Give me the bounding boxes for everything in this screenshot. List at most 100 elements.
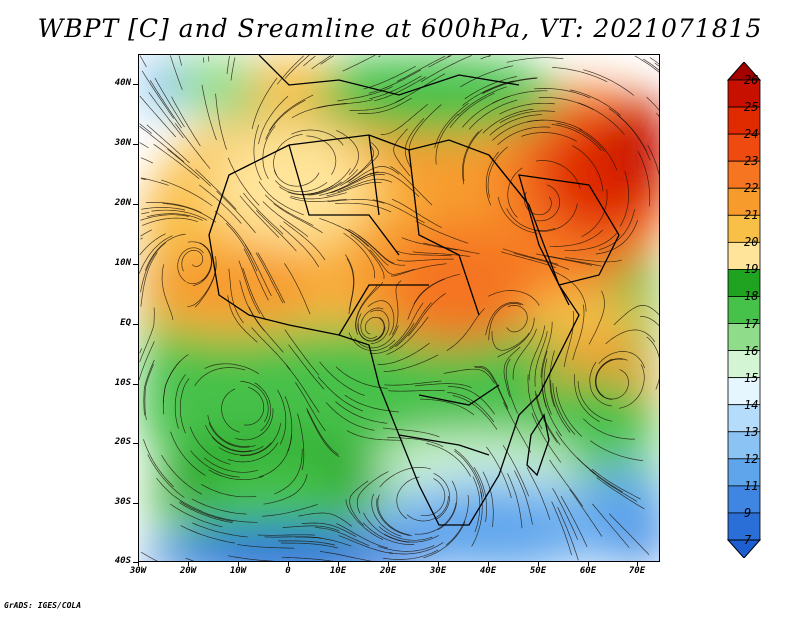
streamline	[140, 252, 158, 307]
streamline	[492, 119, 545, 141]
lon-label: 30W	[129, 566, 147, 576]
streamline	[345, 254, 355, 310]
streamline	[551, 270, 587, 312]
streamline	[646, 336, 659, 390]
streamline	[306, 410, 340, 457]
streamline	[280, 542, 338, 549]
streamline	[139, 142, 149, 149]
lat-tick	[133, 562, 138, 563]
lat-label: 30S	[114, 497, 131, 507]
streamline	[227, 295, 258, 343]
streamline	[273, 169, 320, 187]
streamline	[512, 328, 537, 380]
streamline	[227, 442, 279, 463]
streamline	[348, 332, 396, 351]
streamline	[149, 80, 182, 129]
streamline	[423, 521, 466, 559]
streamline	[482, 77, 538, 94]
lon-tick	[188, 562, 189, 566]
streamline	[169, 55, 183, 90]
streamline	[551, 124, 602, 151]
streamline	[552, 488, 578, 540]
streamline	[591, 468, 641, 500]
streamline	[452, 395, 498, 430]
streamline	[228, 268, 244, 324]
streamline	[265, 99, 306, 140]
colorbar-label: 25	[744, 100, 759, 115]
streamline	[146, 213, 203, 221]
streamline	[141, 212, 150, 215]
streamline	[574, 374, 600, 423]
streamline	[140, 214, 190, 221]
lon-tick	[538, 562, 539, 566]
streamline	[140, 229, 153, 237]
streamline	[290, 192, 347, 200]
streamline	[412, 251, 470, 257]
streamline	[244, 386, 265, 426]
streamline	[642, 58, 659, 71]
streamline	[605, 329, 656, 345]
streamline	[179, 501, 234, 522]
colorbar-label: 7	[744, 533, 752, 547]
lon-tick	[488, 562, 489, 566]
lon-label: 10E	[329, 566, 347, 576]
streamline	[143, 359, 155, 416]
streamline	[315, 527, 370, 546]
streamline	[141, 217, 198, 226]
streamline	[415, 220, 469, 244]
lon-label: 50E	[529, 566, 547, 576]
streamline	[378, 545, 435, 552]
streamline	[370, 309, 390, 344]
streamline	[377, 342, 430, 365]
streamline	[365, 316, 385, 341]
colorbar-label: 17	[744, 316, 759, 331]
streamline	[278, 540, 336, 546]
colorbar-segment	[727, 404, 761, 433]
streamline	[189, 426, 231, 465]
colorbar-segment	[727, 241, 761, 270]
streamline	[534, 203, 578, 232]
lon-tick	[288, 562, 289, 566]
streamline	[258, 181, 304, 216]
streamline	[256, 210, 297, 252]
streamline	[273, 134, 303, 176]
streamline	[443, 368, 495, 384]
wbpt-fill-region	[609, 95, 659, 195]
streamline	[420, 55, 472, 83]
coastline	[526, 413, 550, 477]
streamline	[308, 168, 359, 196]
streamline	[564, 232, 618, 252]
streamline	[588, 290, 605, 345]
streamline	[254, 382, 272, 432]
streamline	[235, 408, 274, 441]
streamline	[295, 382, 326, 432]
streamline	[195, 169, 237, 210]
streamline	[372, 199, 425, 224]
streamline	[446, 308, 485, 351]
lon-label: 40E	[479, 566, 497, 576]
coastline	[398, 434, 490, 456]
streamline	[335, 366, 388, 389]
colorbar-label: 11	[744, 478, 759, 493]
streamline	[502, 445, 529, 497]
streamline	[376, 498, 412, 537]
streamline	[462, 128, 483, 182]
streamline	[320, 55, 334, 65]
streamline	[204, 363, 260, 375]
streamline	[506, 208, 556, 231]
streamline	[423, 242, 480, 255]
streamline	[311, 55, 331, 70]
streamline	[211, 436, 264, 453]
streamline	[549, 459, 584, 507]
wbpt-fill-region	[139, 245, 329, 325]
streamline	[583, 69, 635, 96]
streamline	[201, 84, 217, 141]
streamline	[383, 354, 439, 372]
colorbar-label: 23	[744, 154, 759, 169]
streamline	[319, 551, 373, 561]
streamline	[261, 504, 318, 517]
streamline	[370, 172, 420, 197]
lon-label: 20E	[379, 566, 397, 576]
streamline	[454, 448, 485, 497]
streamline	[141, 177, 169, 186]
